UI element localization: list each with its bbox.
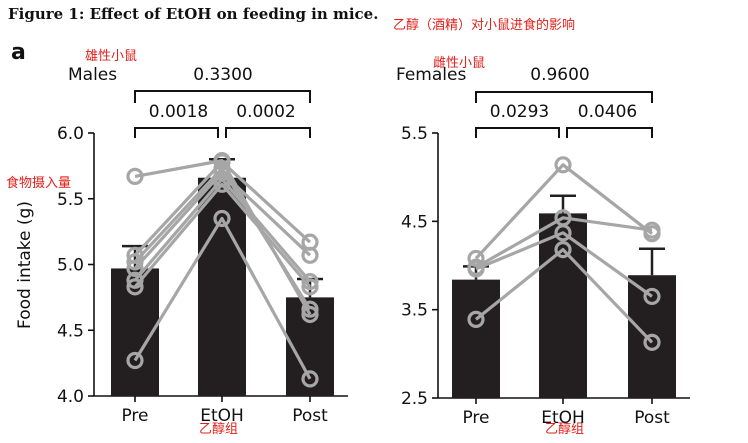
individual-line — [474, 248, 654, 344]
individual-point — [301, 272, 319, 291]
group-label: Females — [396, 65, 466, 85]
cn-annotation-etoh-left: 乙醇组 — [199, 422, 239, 437]
cn-annotation-females: 雌性小鼠 — [433, 56, 486, 71]
y-tick-label: 3.5 — [401, 301, 428, 321]
x-tick-label: EtOH — [200, 406, 244, 426]
x-tick-label: Pre — [462, 408, 489, 428]
individual-point — [467, 310, 485, 328]
individual-point — [126, 278, 144, 296]
individual-point — [467, 249, 485, 268]
individual-point — [467, 260, 485, 278]
x-tick-label: Pre — [121, 406, 148, 426]
x-tick-label: Post — [634, 408, 670, 428]
p-value-label: 0.0293 — [490, 102, 549, 122]
p-value-label: 0.9600 — [530, 65, 589, 85]
cn-annotation-title: 乙醇（酒精）对小鼠进食的影响 — [393, 18, 576, 33]
p-value-label: 0.3300 — [193, 65, 252, 85]
individual-point — [126, 351, 144, 370]
p-value-label: 0.0406 — [578, 102, 637, 122]
individual-point — [301, 278, 319, 296]
individual-line — [475, 231, 653, 298]
individual-line — [133, 216, 312, 380]
individual-point — [213, 175, 231, 193]
individual-point — [213, 170, 231, 188]
y-tick-label: 6.0 — [57, 124, 84, 144]
individual-point — [301, 370, 319, 388]
y-tick-label: 4.0 — [57, 387, 84, 407]
chart-panel-males: Males 4.0 4.5 5.0 5.5 6.0 Pre EtOH Post 0.0018 0.0… — [57, 65, 348, 426]
y-tick-label: 4.5 — [57, 321, 84, 341]
y-tick-label: 5.5 — [401, 124, 428, 144]
cn-annotation-males: 雄性小鼠 — [85, 49, 138, 64]
comparison-bracket — [134, 127, 219, 138]
p-value-label: 0.0002 — [236, 102, 295, 122]
individual-line — [474, 163, 653, 260]
individual-point — [301, 246, 319, 264]
comparison-bracket — [475, 127, 560, 138]
y-tick-label: 2.5 — [401, 389, 428, 409]
individual-point — [126, 259, 144, 278]
y-tick-label: 5.5 — [57, 190, 84, 210]
comparison-bracket — [566, 127, 653, 138]
cn-annotation-food-intake: 食物摄入量 — [6, 176, 72, 191]
p-value-label: 0.0018 — [149, 102, 208, 122]
individual-point — [126, 271, 144, 289]
y-axis-label-males: Food intake (g) — [15, 201, 35, 329]
individual-point — [301, 305, 319, 324]
individual-point — [213, 153, 231, 171]
individual-point — [643, 287, 661, 306]
x-tick-label: EtOH — [541, 408, 585, 428]
group-label: Males — [68, 65, 117, 85]
panel-letter: a — [11, 40, 26, 65]
individual-point — [213, 209, 231, 228]
individual-point — [554, 241, 572, 259]
individual-point — [126, 167, 144, 185]
x-tick-label: Post — [292, 406, 328, 426]
individual-point — [213, 163, 231, 182]
cn-annotation-etoh-right: 乙醇组 — [545, 422, 585, 437]
y-tick-label: 5.0 — [57, 256, 84, 276]
chart-panel-females: Females 2.5 3.5 4.5 5.5 Pre EtOH Post 0.0293 0.04… — [396, 65, 690, 428]
individual-point — [554, 156, 572, 174]
y-tick-label: 4.5 — [401, 212, 428, 232]
individual-point — [643, 333, 661, 351]
individual-point — [554, 224, 572, 242]
comparison-bracket — [475, 91, 653, 103]
individual-point — [126, 253, 144, 271]
bar — [198, 177, 246, 396]
individual-point — [643, 221, 661, 239]
bar — [452, 279, 500, 398]
individual-line — [475, 216, 653, 269]
individual-line — [133, 182, 312, 288]
comparison-bracket — [134, 90, 311, 103]
individual-point — [301, 300, 319, 318]
comparison-bracket — [225, 127, 311, 138]
figure-title: Figure 1: Effect of EtOH on feeding in m… — [8, 5, 379, 23]
